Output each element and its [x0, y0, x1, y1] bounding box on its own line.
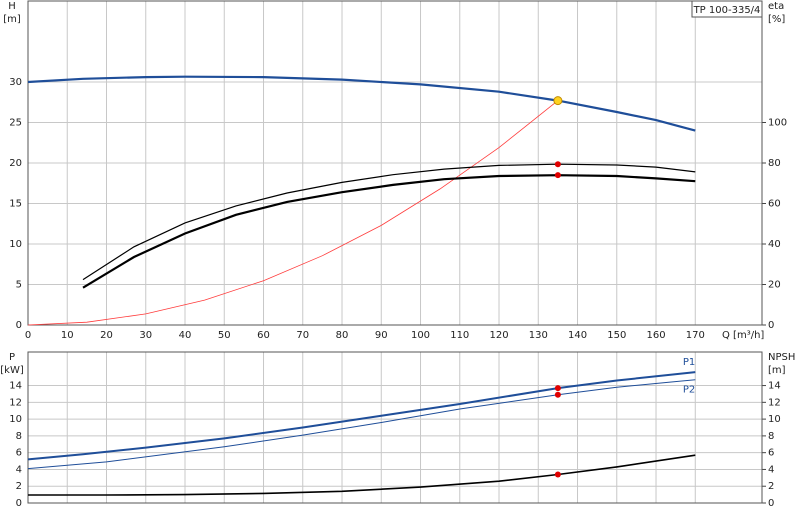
- operating-point: [554, 471, 561, 478]
- y-axis-unit: [m]: [3, 14, 21, 25]
- plot-frame: [27, 0, 763, 326]
- curve: [27, 75, 696, 132]
- x-tick-label: 80: [336, 330, 349, 341]
- y-tick-label: 6: [16, 448, 22, 459]
- x-tick-label: 70: [296, 330, 309, 341]
- y2-tick-label: 4: [768, 464, 774, 475]
- x-tick-label: 140: [568, 330, 587, 341]
- y-tick-label: 5: [16, 280, 22, 291]
- x-tick-label: 30: [139, 330, 152, 341]
- y2-tick-label: 80: [768, 158, 781, 169]
- y-tick-label: 12: [9, 397, 22, 408]
- operating-point: [554, 172, 561, 179]
- x-tick-label: 40: [179, 330, 192, 341]
- y-axis-unit: [kW]: [0, 365, 24, 376]
- y-tick-label: 0: [16, 498, 22, 509]
- y2-tick-label: 0: [768, 498, 774, 509]
- operating-point: [554, 391, 561, 398]
- y2-tick-label: 14: [768, 381, 781, 392]
- y2-axis-unit: [m]: [768, 365, 786, 376]
- y-tick-label: 30: [9, 77, 22, 88]
- curve: [82, 174, 696, 289]
- y-tick-label: 20: [9, 158, 22, 169]
- x-tick-label: 150: [607, 330, 626, 341]
- x-tick-label: 110: [450, 330, 469, 341]
- series-label: P2: [683, 385, 695, 396]
- x-axis-label: Q [m³/h]: [722, 330, 764, 341]
- y2-tick-label: 60: [768, 199, 781, 210]
- x-tick-label: 160: [646, 330, 665, 341]
- y2-tick-label: 40: [768, 239, 781, 250]
- y2-tick-label: 12: [768, 397, 781, 408]
- y-tick-label: 10: [9, 414, 22, 425]
- y2-axis-label: NPSH: [768, 352, 795, 363]
- y2-axis-label: eta: [768, 1, 784, 12]
- curve: [27, 379, 696, 470]
- y-tick-label: 2: [16, 481, 22, 492]
- chart-title: TP 100-335/4: [693, 5, 761, 16]
- y-tick-label: 0: [16, 320, 22, 331]
- y2-tick-label: 6: [768, 448, 774, 459]
- x-tick-label: 60: [257, 330, 270, 341]
- y2-tick-label: 10: [768, 414, 781, 425]
- curve: [28, 454, 696, 496]
- y-axis-label: H: [8, 1, 16, 12]
- y-tick-label: 10: [9, 239, 22, 250]
- x-tick-label: 20: [100, 330, 113, 341]
- y2-tick-label: 8: [768, 431, 774, 442]
- series-label: P1: [683, 357, 695, 368]
- x-tick-label: 120: [489, 330, 508, 341]
- y2-tick-label: 20: [768, 280, 781, 291]
- y2-tick-label: 0: [768, 320, 774, 331]
- y-axis-label: P: [9, 352, 15, 363]
- title-box: [691, 0, 763, 18]
- y-tick-label: 25: [9, 118, 22, 129]
- y2-axis-unit: [%]: [768, 14, 785, 25]
- operating-point: [554, 385, 561, 392]
- curve: [27, 100, 559, 326]
- y2-tick-label: 2: [768, 481, 774, 492]
- x-tick-label: 0: [25, 330, 31, 341]
- x-tick-label: 100: [411, 330, 430, 341]
- curve: [27, 371, 696, 461]
- y2-tick-label: 100: [768, 118, 787, 129]
- x-tick-label: 170: [686, 330, 705, 341]
- y-tick-label: 15: [9, 199, 22, 210]
- operating-point: [554, 161, 561, 168]
- plot-frame: [27, 351, 763, 504]
- y-tick-label: 14: [9, 381, 22, 392]
- operating-point: [553, 96, 563, 106]
- y-tick-label: 8: [16, 431, 22, 442]
- x-tick-label: 50: [218, 330, 231, 341]
- y-tick-label: 4: [16, 464, 22, 475]
- x-tick-label: 130: [529, 330, 548, 341]
- x-tick-label: 10: [61, 330, 74, 341]
- curve: [82, 163, 696, 281]
- x-tick-label: 90: [375, 330, 388, 341]
